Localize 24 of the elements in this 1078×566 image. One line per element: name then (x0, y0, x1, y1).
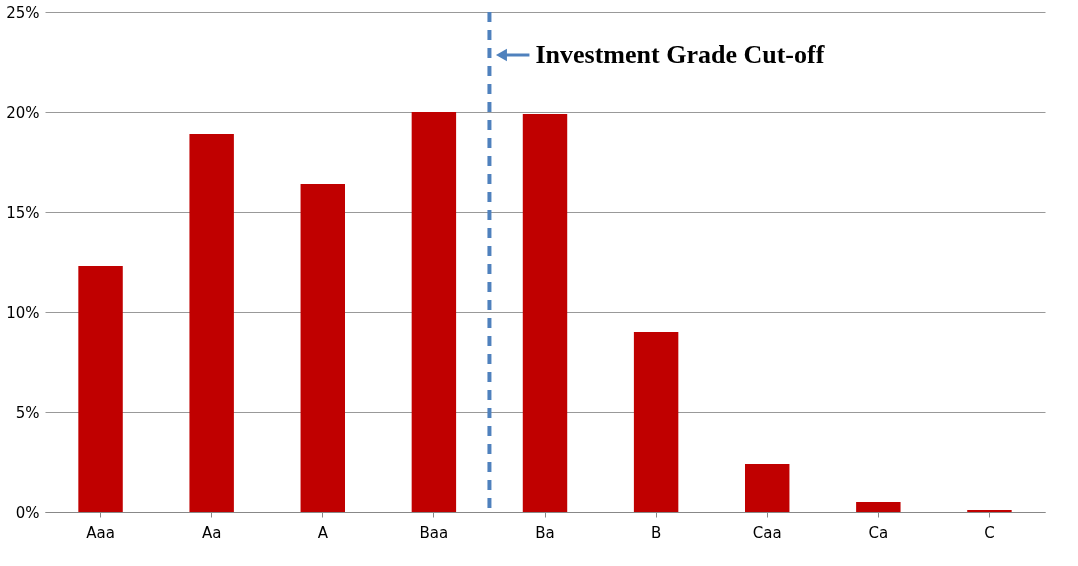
x-tick-label: B (650, 523, 662, 542)
x-tick-label: Caa (752, 523, 782, 542)
y-tick-label: 15% (6, 203, 40, 222)
x-tick-label: Aa (201, 523, 222, 542)
x-tick-label: C (984, 523, 995, 542)
bar (189, 134, 234, 512)
bar (78, 266, 123, 512)
y-tick-label: 0% (15, 503, 40, 522)
x-tick-label: Ba (535, 523, 555, 542)
ref-line-label: Investment Grade Cut-off (535, 40, 825, 69)
x-tick-label: Ca (868, 523, 889, 542)
bar (633, 332, 679, 512)
x-tick-label: Aaa (86, 523, 115, 542)
y-tick-label: 25% (6, 3, 40, 22)
y-tick-label: 10% (6, 303, 40, 322)
bar (411, 112, 457, 512)
bar (522, 114, 568, 512)
x-tick-label: Baa (419, 523, 449, 542)
bar (300, 184, 345, 512)
x-tick-label: A (317, 523, 329, 542)
y-tick-label: 20% (6, 103, 40, 122)
y-tick-label: 5% (15, 403, 40, 422)
bar (856, 502, 901, 512)
bar (745, 464, 790, 512)
